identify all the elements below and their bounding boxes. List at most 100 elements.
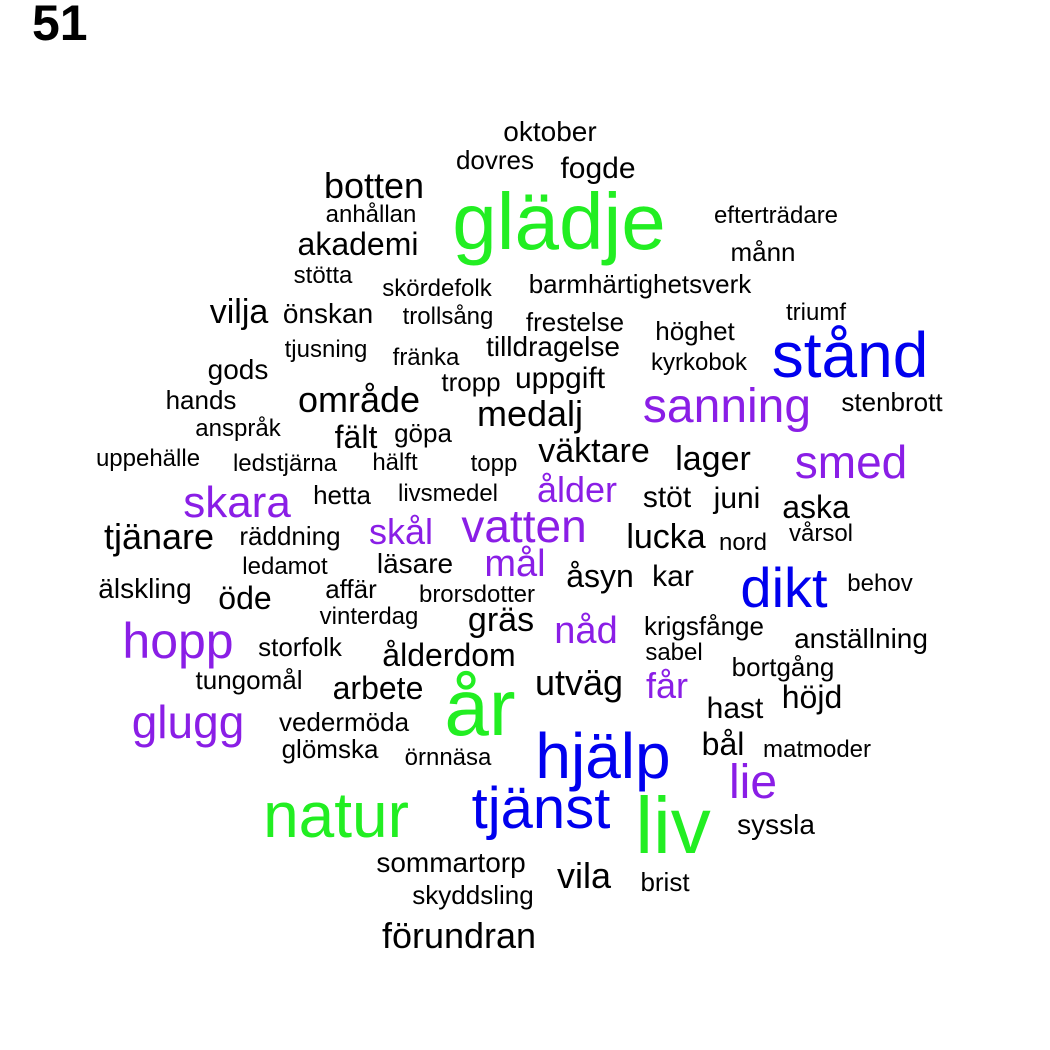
word-cloud-word: brorsdotter <box>418 581 536 608</box>
word-cloud-word: vårsol <box>788 520 854 547</box>
word-cloud-word: syssla <box>737 809 815 840</box>
word-cloud-word: stötta <box>293 262 353 289</box>
word-cloud-word: krigsfånge <box>644 611 764 641</box>
word-cloud-word: åsyn <box>566 558 634 594</box>
word-cloud-word: väktare <box>538 432 650 470</box>
word-cloud-word: juni <box>713 482 761 515</box>
word-cloud-word: örnnäsa <box>404 744 492 771</box>
word-cloud-word: akademi <box>297 226 419 262</box>
word-cloud-word: anhållan <box>325 201 417 228</box>
word-cloud-word: hälft <box>372 449 418 476</box>
word-cloud-word: smed <box>794 436 908 488</box>
word-cloud-word: lucka <box>626 518 706 556</box>
word-cloud-word: anspråk <box>195 415 281 442</box>
word-cloud-word: skyddsling <box>412 880 534 910</box>
word-cloud-word: sanning <box>642 380 812 433</box>
word-cloud-word: aska <box>782 489 850 525</box>
word-cloud-word: brist <box>640 867 690 897</box>
word-cloud-word: tropp <box>441 367 501 397</box>
word-cloud-word: livsmedel <box>397 480 499 507</box>
word-cloud-word: glugg <box>131 696 245 748</box>
word-cloud-word: bortgång <box>731 652 835 682</box>
word-cloud-word: arbete <box>332 670 424 706</box>
word-cloud-word: fält <box>334 419 378 455</box>
word-cloud-word: räddning <box>239 521 341 551</box>
word-cloud-word: hetta <box>313 480 371 510</box>
word-cloud-word: öde <box>218 580 272 616</box>
word-cloud-word: ledstjärna <box>232 450 338 477</box>
word-cloud-word: behov <box>847 570 913 597</box>
word-cloud-word: skara <box>183 478 291 527</box>
word-cloud-word: ålder <box>536 469 618 510</box>
word-cloud-word: hast <box>706 692 764 725</box>
word-cloud-word: triumf <box>786 299 846 326</box>
word-cloud-word: stöt <box>642 481 692 514</box>
word-cloud-word: höghet <box>655 316 735 346</box>
word-cloud-word: tilldragelse <box>486 331 620 362</box>
word-cloud-word: vatten <box>461 500 587 552</box>
word-cloud-word: matmoder <box>762 736 872 763</box>
word-cloud-word: barmhärtighetsverk <box>528 269 752 299</box>
word-cloud-word: förundran <box>381 915 537 956</box>
word-cloud-word: gräs <box>467 601 535 639</box>
word-cloud-word: göpa <box>394 418 452 448</box>
word-cloud-word: vilja <box>209 293 269 331</box>
word-cloud-word: natur <box>263 779 409 851</box>
word-cloud-word: glädje <box>452 177 666 266</box>
word-cloud-word: stånd <box>771 319 929 391</box>
word-cloud-word: liv <box>635 781 711 870</box>
word-cloud-word: storfolk <box>258 632 342 662</box>
word-cloud-word: glömska <box>281 734 379 764</box>
word-cloud-word: nord <box>718 529 768 556</box>
word-cloud-word: fränka <box>392 344 460 371</box>
word-cloud-word: område <box>297 379 421 420</box>
word-cloud-word: hjälp <box>535 720 671 792</box>
word-cloud-word: älskling <box>98 573 192 604</box>
word-cloud-word: frestelse <box>525 307 625 337</box>
word-cloud-word: dovres <box>455 145 535 175</box>
word-cloud-word: vila <box>556 855 612 896</box>
word-cloud-word: kar <box>652 560 694 593</box>
word-cloud-word: önskan <box>282 298 374 329</box>
word-cloud-word: fogde <box>560 152 636 185</box>
word-cloud-word: tjänst <box>471 776 611 841</box>
word-cloud-word: ålderdom <box>382 637 516 673</box>
word-cloud-word: får <box>645 665 689 706</box>
word-cloud-word: affär <box>325 574 377 604</box>
word-cloud-word: gods <box>207 354 269 385</box>
word-cloud-word: vedermöda <box>278 707 410 737</box>
word-cloud-word: medalj <box>476 393 584 434</box>
word-cloud-word: år <box>444 663 516 752</box>
word-cloud-word: kyrkobok <box>650 349 748 376</box>
word-cloud-word: tungomål <box>195 665 303 695</box>
figure-number: 51 <box>32 0 88 51</box>
word-cloud-word: nåd <box>554 610 618 652</box>
word-cloud-word: skördefolk <box>382 275 492 302</box>
word-cloud-word: bål <box>701 726 745 762</box>
word-cloud-word: hopp <box>122 613 234 669</box>
word-cloud-word: vinterdag <box>319 603 419 630</box>
word-cloud-word: ledamot <box>242 553 328 580</box>
word-cloud-word: utväg <box>534 662 624 703</box>
word-cloud-word: botten <box>323 165 425 206</box>
word-cloud-word: hands <box>165 385 237 415</box>
word-cloud-word: mål <box>484 543 546 585</box>
word-cloud-word: sabel <box>645 639 703 666</box>
word-cloud-word: uppehälle <box>95 445 201 472</box>
word-cloud-word: anställning <box>794 623 928 654</box>
word-cloud-word: trollsång <box>402 303 494 330</box>
word-cloud-word: efterträdare <box>713 202 839 229</box>
word-cloud-word: månn <box>730 237 796 267</box>
word-cloud-word: tjänare <box>103 516 215 557</box>
word-cloud-word: topp <box>470 450 518 477</box>
word-cloud-word: stenbrott <box>841 387 943 417</box>
word-cloud-word: tjusning <box>284 336 368 363</box>
word-cloud-word: lie <box>728 756 778 809</box>
word-cloud-word: dikt <box>740 556 828 619</box>
word-cloud-word: uppgift <box>514 362 606 395</box>
word-cloud-word: skål <box>368 511 434 552</box>
word-cloud-word: läsare <box>376 548 454 579</box>
word-cloud-word: lager <box>675 440 751 478</box>
word-cloud-word: oktober <box>503 116 597 147</box>
word-cloud-word: sommartorp <box>376 847 526 878</box>
